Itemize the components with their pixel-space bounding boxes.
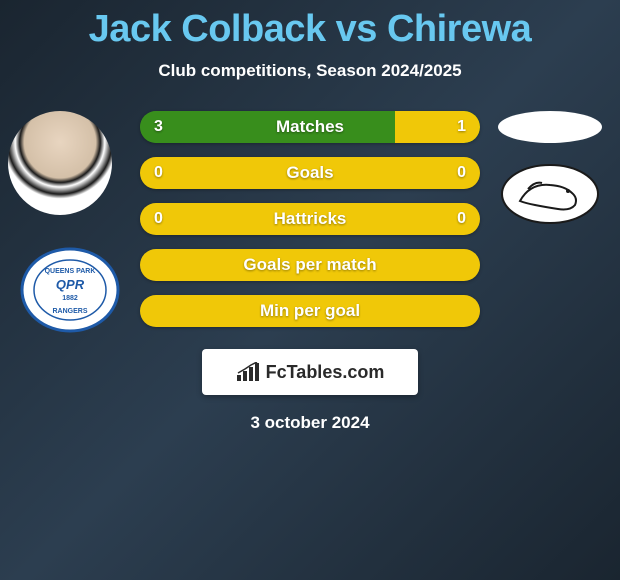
stat-value-right: 0 (457, 210, 466, 228)
date: 3 october 2024 (0, 413, 620, 433)
stat-label: Matches (140, 117, 480, 137)
stat-value-right: 0 (457, 164, 466, 182)
watermark-text: FcTables.com (266, 362, 385, 383)
svg-text:RANGERS: RANGERS (52, 308, 87, 315)
stat-row-goals: Goals0 0 (140, 157, 480, 189)
stat-label: Hattricks (140, 209, 480, 229)
stat-row-hattricks: Hattricks0 0 (140, 203, 480, 235)
svg-text:QUEENS PARK: QUEENS PARK (45, 268, 96, 275)
club-left-badge: QUEENS PARK RANGERS QPR 1882 (18, 247, 122, 333)
stat-value-left: 0 (154, 210, 163, 228)
stat-value-right: 1 (457, 118, 466, 136)
svg-text:QPR: QPR (56, 277, 85, 292)
watermark: FcTables.com (202, 349, 418, 395)
stat-row-goals-per-match: Goals per match (140, 249, 480, 281)
stat-label: Min per goal (140, 301, 480, 321)
player-left-photo (8, 111, 112, 215)
stat-value-left: 3 (154, 118, 163, 136)
stat-row-matches: Matches3 1 (140, 111, 480, 143)
club-right-badge (498, 163, 602, 225)
subtitle: Club competitions, Season 2024/2025 (0, 61, 620, 81)
stat-label: Goals per match (140, 255, 480, 275)
stat-label: Goals (140, 163, 480, 183)
page-title: Jack Colback vs Chirewa (0, 0, 620, 51)
chart-icon (236, 362, 260, 382)
stat-row-min-per-goal: Min per goal (140, 295, 480, 327)
stat-bars: Matches31Goals00Hattricks00Goals per mat… (140, 111, 480, 327)
player-right-silhouette (498, 111, 602, 143)
stat-value-left: 0 (154, 164, 163, 182)
comparison-content: QUEENS PARK RANGERS QPR 1882 Matches3 1 Go… (0, 111, 620, 327)
svg-text:1882: 1882 (62, 295, 78, 302)
